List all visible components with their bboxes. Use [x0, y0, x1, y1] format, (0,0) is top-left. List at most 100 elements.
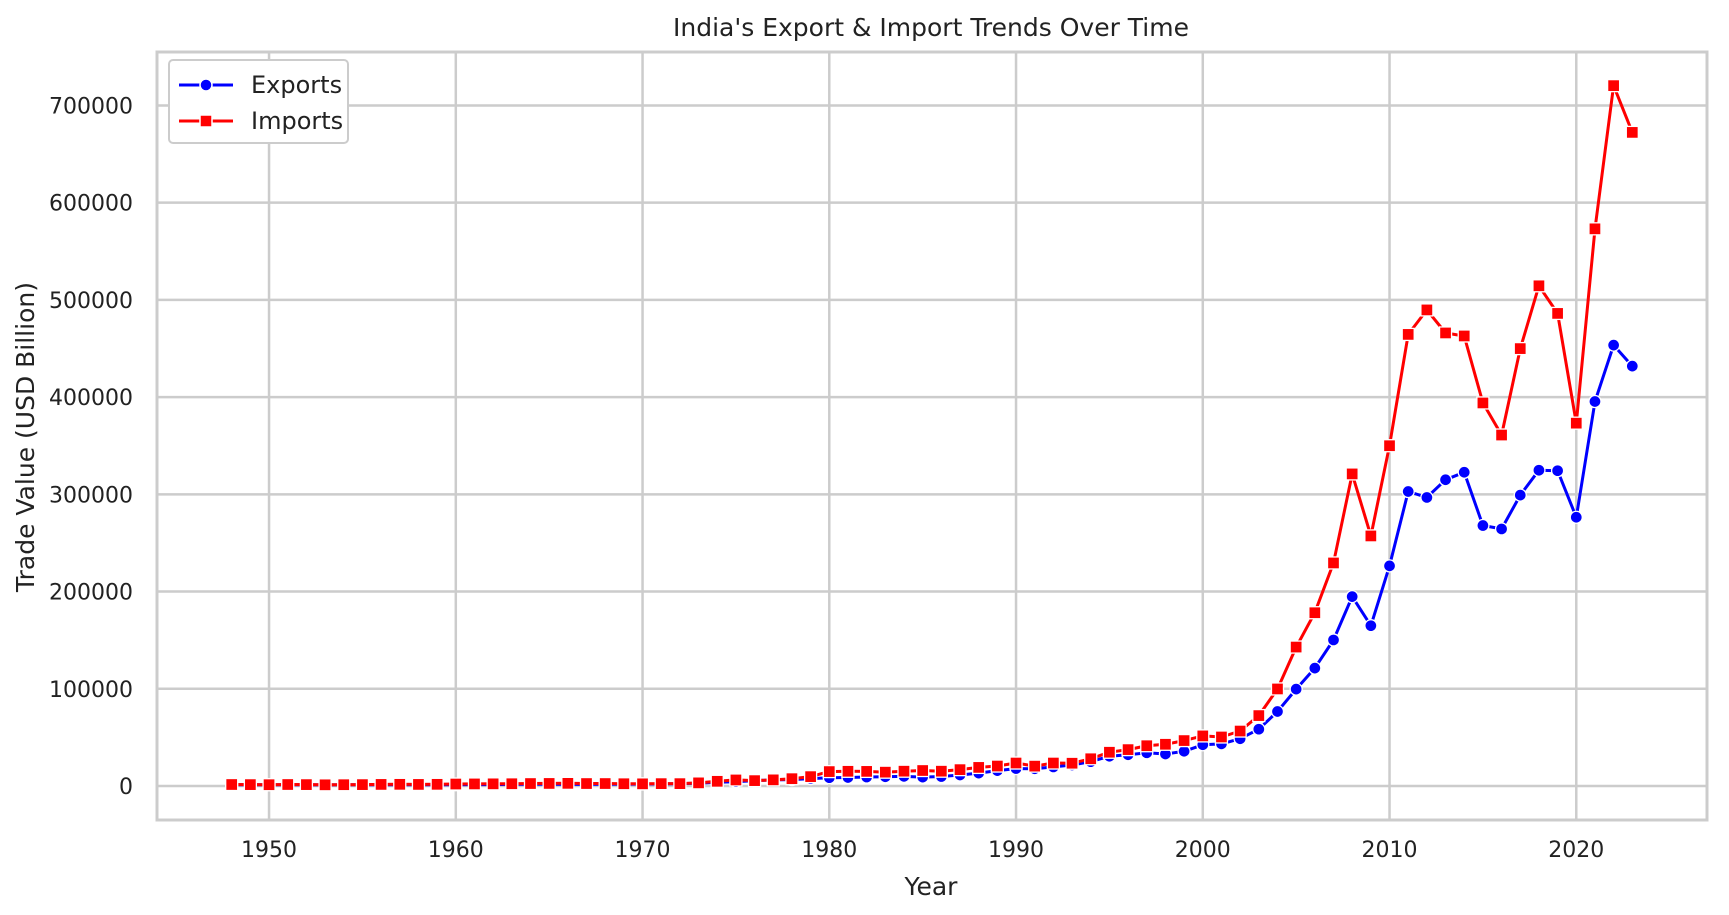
imports-point [990, 759, 1005, 773]
exports-point [1588, 394, 1602, 409]
imports-point [1308, 606, 1322, 620]
x-tick-label: 1950 [241, 838, 297, 863]
imports-point [617, 777, 631, 791]
exports-point [1625, 359, 1639, 373]
imports-point [1345, 467, 1359, 481]
imports-point [710, 774, 724, 788]
legend-imports-marker [199, 114, 213, 128]
x-tick-label: 1990 [988, 838, 1044, 863]
imports-point [579, 776, 594, 791]
imports-point [1009, 756, 1023, 770]
y-tick-label: 600000 [49, 192, 133, 217]
imports-point [1494, 428, 1509, 442]
x-tick-label: 2020 [1548, 838, 1604, 863]
y-tick-label: 700000 [49, 94, 133, 119]
imports-line [231, 84, 1634, 787]
x-tick-label: 1960 [428, 838, 484, 863]
exports-point [1252, 722, 1266, 736]
imports-point [449, 777, 463, 791]
imports-point [1532, 279, 1546, 293]
imports-point [635, 777, 650, 791]
imports-point [1382, 439, 1397, 453]
series-layer [225, 78, 1639, 792]
imports-point [523, 776, 538, 791]
grid [157, 52, 1707, 820]
x-axis-label: Year [904, 872, 959, 901]
imports-point [654, 776, 668, 791]
imports-point [1438, 326, 1453, 340]
imports-point [430, 777, 444, 791]
exports-point [1513, 488, 1527, 502]
imports-point [355, 777, 370, 792]
imports-point [1326, 556, 1341, 570]
exports-point [1550, 464, 1565, 478]
plot-area [155, 50, 1709, 822]
imports-point [822, 764, 836, 779]
imports-point [729, 773, 743, 787]
imports-point [1177, 733, 1191, 748]
imports-point [1196, 729, 1210, 743]
imports-point [1588, 222, 1602, 236]
imports-point [337, 778, 351, 792]
imports-point [897, 764, 911, 778]
imports-point [1252, 708, 1266, 723]
imports-point [1270, 682, 1285, 696]
x-tick-label: 1970 [615, 838, 671, 863]
imports-point [1046, 756, 1061, 770]
x-tick-label: 1980 [801, 838, 857, 863]
imports-point [1420, 303, 1434, 317]
imports-point [859, 764, 874, 779]
imports-point [878, 765, 892, 779]
imports-point [318, 778, 332, 792]
imports-point [803, 769, 818, 784]
chart-title: India's Export & Import Trends Over Time [673, 13, 1189, 42]
exports-point [1476, 518, 1490, 533]
imports-point [542, 776, 556, 791]
imports-point [1550, 306, 1565, 321]
imports-point [1084, 752, 1098, 766]
imports-point [1028, 759, 1042, 773]
imports-point [691, 776, 706, 790]
exports-point [1494, 522, 1509, 536]
imports-point [1158, 737, 1173, 751]
imports-point [785, 772, 799, 786]
imports-point [486, 777, 500, 791]
imports-point [1121, 742, 1135, 757]
imports-point [467, 777, 482, 791]
imports-point [299, 777, 314, 792]
imports-point [1102, 745, 1117, 759]
legend-exports-marker [199, 78, 213, 92]
imports-point [972, 760, 986, 775]
imports-point [766, 773, 780, 787]
imports-point [561, 776, 575, 790]
legend-imports-label: Imports [251, 107, 343, 135]
exports-point [1606, 338, 1621, 352]
imports-point [1140, 739, 1154, 753]
y-tick-label: 100000 [49, 678, 133, 703]
imports-point [1457, 329, 1471, 343]
legend: Exports Imports [168, 59, 349, 144]
exports-point [1289, 682, 1303, 696]
imports-point [225, 777, 239, 792]
imports-point [598, 776, 612, 791]
exports-point [1457, 465, 1471, 479]
imports-point [1401, 327, 1415, 342]
exports-point [1420, 490, 1434, 505]
y-tick-label: 400000 [49, 386, 133, 411]
y-tick-label: 200000 [49, 581, 133, 606]
exports-point [1438, 473, 1453, 487]
imports-point [1569, 416, 1583, 430]
imports-point [1214, 730, 1229, 744]
legend-exports-label: Exports [251, 71, 342, 99]
exports-point [1532, 463, 1546, 477]
y-tick-label: 500000 [49, 289, 133, 314]
imports-point [673, 776, 687, 791]
imports-point [1065, 756, 1079, 770]
exports-point [1345, 589, 1359, 604]
exports-point [1569, 510, 1583, 524]
imports-point [1289, 640, 1303, 654]
y-tick-label: 300000 [49, 483, 133, 508]
imports-point [1233, 724, 1247, 738]
y-axis-label: Trade Value (USD Billion) [11, 282, 40, 593]
